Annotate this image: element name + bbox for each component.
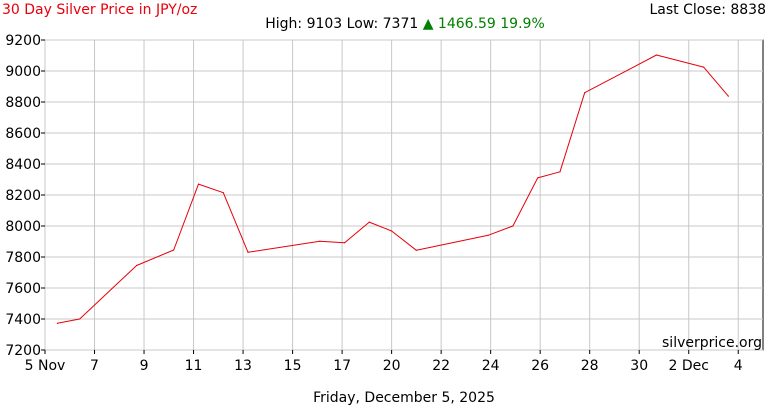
price-point [197, 183, 200, 185]
x-tick-label: 28 [581, 358, 599, 374]
y-tick-label: 9200 [5, 33, 41, 49]
x-tick-label: 9 [140, 358, 149, 374]
price-point [136, 264, 138, 267]
y-tick-label: 7800 [5, 250, 41, 266]
x-tick-label: 15 [284, 358, 302, 374]
y-tick-label: 8400 [5, 157, 41, 173]
price-point [368, 221, 370, 223]
price-point [487, 234, 489, 236]
high-low-stats: High: 9103 Low: 7371 ▲ 1466.59 19.9% [0, 16, 770, 32]
series-layer [56, 54, 729, 324]
x-tick-label: 24 [482, 358, 500, 374]
price-point [319, 240, 321, 242]
watermark: silverprice.org [662, 335, 762, 351]
price-point [247, 251, 249, 253]
x-tick-label: 26 [531, 358, 549, 374]
x-tick-label: 5 Nov [25, 358, 66, 374]
price-point [415, 249, 417, 251]
x-tick-label: 22 [432, 358, 450, 374]
price-point [56, 322, 58, 324]
x-axis: 5 Nov 7 9 11 13 15 17 20 22 24 26 28 30 2 Dec 4 [25, 350, 743, 374]
price-point [584, 92, 586, 94]
last-close-label: Last Close: 8838 [649, 2, 766, 18]
y-tick-label: 7600 [5, 281, 41, 297]
x-tick-label: 30 [630, 358, 648, 374]
price-point [391, 230, 393, 232]
gridlines [44, 39, 763, 351]
price-point [559, 171, 561, 173]
price-point [727, 95, 729, 97]
x-tick-label: 13 [234, 358, 252, 374]
y-tick-label: 9000 [5, 64, 41, 80]
high-low-text: High: 9103 Low: 7371 [265, 16, 419, 32]
x-tick-label: 4 [734, 358, 743, 374]
price-point [512, 225, 514, 227]
y-tick-label: 8000 [5, 219, 41, 235]
change-text: ▲ 1466.59 19.9% [422, 16, 545, 32]
y-tick-label: 7200 [5, 343, 41, 359]
x-tick-label: 11 [185, 358, 203, 374]
y-axis: 7200 7400 7600 7800 8000 8200 8400 8600 8800 9000… [5, 33, 45, 359]
footer-date: Friday, December 5, 2025 [313, 390, 495, 406]
price-line [57, 54, 729, 324]
price-point [222, 192, 224, 194]
x-tick-label: 20 [383, 358, 401, 374]
y-tick-label: 8600 [5, 126, 41, 142]
y-tick-label: 7400 [5, 312, 41, 328]
y-tick-label: 8200 [5, 188, 41, 204]
price-point [702, 66, 705, 68]
price-point [655, 54, 658, 56]
x-tick-label: 2 Dec [668, 358, 708, 374]
x-tick-label: 17 [333, 358, 351, 374]
price-point [343, 242, 346, 244]
y-tick-label: 8800 [5, 95, 41, 111]
price-point [79, 318, 81, 320]
x-tick-label: 7 [90, 358, 99, 374]
price-point [173, 249, 175, 251]
chart-title: 30 Day Silver Price in JPY/oz [2, 2, 198, 18]
price-point [537, 177, 539, 179]
